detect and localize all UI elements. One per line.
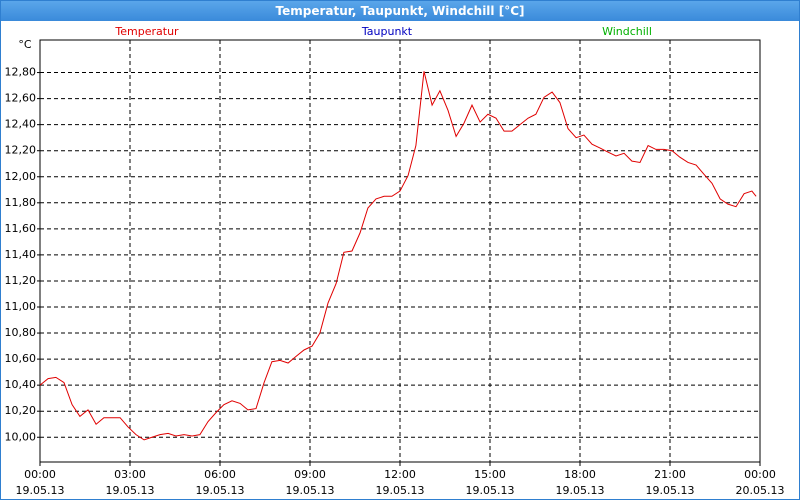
y-tick-label: 10,60 <box>5 352 37 365</box>
y-tick-label: 12,80 <box>5 66 37 79</box>
y-tick-label: 10,40 <box>5 378 37 391</box>
x-tick-label: 00:00 <box>744 468 776 481</box>
x-tick-label: 06:00 <box>204 468 236 481</box>
plot-frame <box>39 39 761 463</box>
y-tick-label: 11,20 <box>5 274 37 287</box>
title-bar: Temperatur, Taupunkt, Windchill [°C] <box>1 1 799 21</box>
y-tick-label: 11,40 <box>5 248 37 261</box>
x-tick-date: 19.05.13 <box>106 484 155 497</box>
y-tick-label: 10,80 <box>5 326 37 339</box>
x-tick-date: 19.05.13 <box>466 484 515 497</box>
legend-entry: Windchill <box>602 25 652 38</box>
y-tick-label: 12,00 <box>5 170 37 183</box>
y-tick-label: 10,20 <box>5 404 37 417</box>
x-tick-label: 18:00 <box>564 468 596 481</box>
x-tick-label: 15:00 <box>474 468 506 481</box>
x-tick-label: 00:00 <box>24 468 56 481</box>
x-tick-label: 03:00 <box>114 468 146 481</box>
y-tick-label: 10,00 <box>5 430 37 443</box>
x-tick-date: 19.05.13 <box>286 484 335 497</box>
x-tick-date: 20.05.13 <box>736 484 785 497</box>
x-tick-date: 19.05.13 <box>16 484 65 497</box>
x-tick-label: 09:00 <box>294 468 326 481</box>
x-tick-date: 19.05.13 <box>646 484 695 497</box>
data-line <box>39 71 757 441</box>
y-tick-label: 12,60 <box>5 92 37 105</box>
x-tick-label: 21:00 <box>654 468 686 481</box>
x-tick-date: 19.05.13 <box>196 484 245 497</box>
y-tick-label: 12,40 <box>5 118 37 131</box>
x-tick-date: 19.05.13 <box>556 484 605 497</box>
legend-entry: Temperatur <box>114 25 179 38</box>
y-tick-label: 11,00 <box>5 300 37 313</box>
x-tick-label: 12:00 <box>384 468 416 481</box>
y-tick-label: 11,80 <box>5 196 37 209</box>
legend-entry: Taupunkt <box>361 25 413 38</box>
x-tick-date: 19.05.13 <box>376 484 425 497</box>
y-unit: °C <box>18 38 32 51</box>
y-tick-label: 11,60 <box>5 222 37 235</box>
y-tick-label: 12,20 <box>5 144 37 157</box>
